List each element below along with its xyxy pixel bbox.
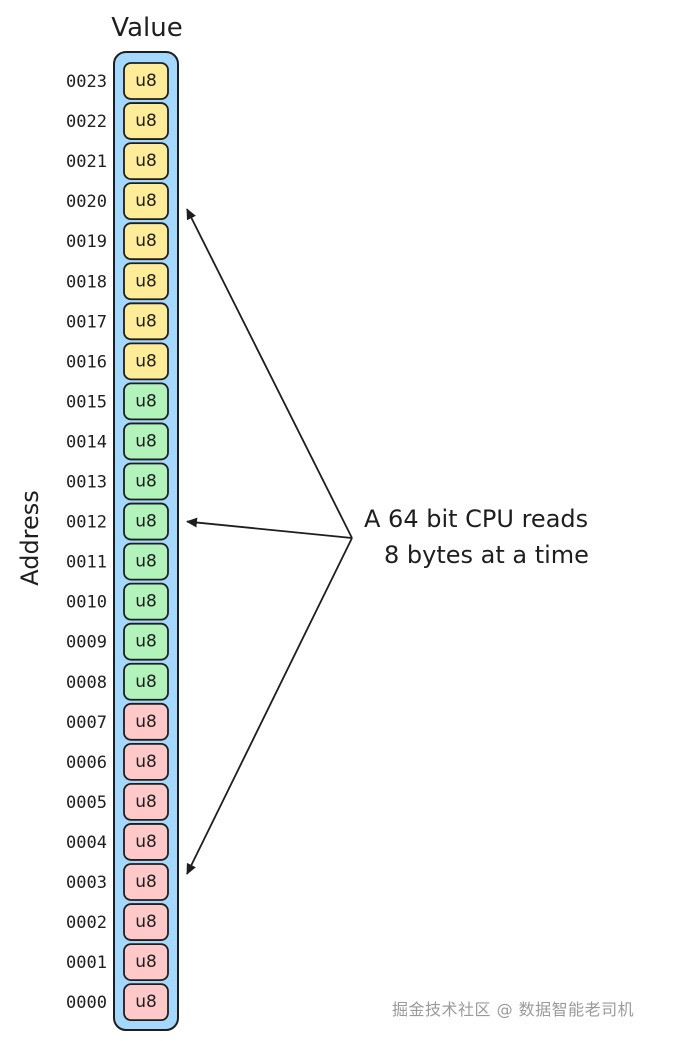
cell-type-label: u8	[135, 311, 157, 331]
cell-type-label: u8	[135, 752, 157, 772]
cell-type-label: u8	[135, 712, 157, 732]
address-0012: 0012	[66, 513, 107, 533]
cell-type-label: u8	[135, 992, 157, 1012]
cell-type-label: u8	[135, 231, 157, 251]
address-0022: 0022	[66, 112, 107, 132]
cell-type-label: u8	[135, 191, 157, 211]
memory-cell-0009	[123, 622, 169, 661]
address-0010: 0010	[66, 593, 107, 613]
watermark: 掘金技术社区 @ 数据智能老司机	[392, 1000, 635, 1019]
cell-type-label: u8	[135, 431, 157, 451]
cell-type-label: u8	[135, 472, 157, 492]
address-0021: 0021	[66, 152, 107, 172]
address-0007: 0007	[66, 713, 107, 733]
value-label: Value	[111, 13, 182, 43]
memory-cell-0006	[123, 742, 169, 781]
arrow-to-0020	[186, 208, 353, 539]
memory-cell-0013	[123, 462, 169, 501]
address-0002: 0002	[66, 913, 107, 933]
memory-cell-0017	[123, 302, 169, 341]
address-0016: 0016	[66, 352, 107, 372]
memory-cell-0000	[123, 983, 169, 1022]
address-0001: 0001	[66, 953, 107, 973]
memory-cell-0019	[123, 222, 169, 261]
memory-cell-0020	[123, 182, 169, 221]
address-label: Address	[16, 490, 44, 586]
memory-cell-0005	[123, 783, 169, 821]
cell-type-label: u8	[135, 872, 157, 892]
cell-type-label: u8	[135, 111, 157, 131]
memory-cell-0023	[123, 62, 169, 100]
cell-type-label: u8	[135, 632, 157, 652]
cell-type-label: u8	[135, 151, 157, 171]
memory-cell-0011	[123, 542, 169, 581]
address-0015: 0015	[66, 392, 107, 412]
cell-type-label: u8	[135, 912, 157, 932]
memory-cell-0016	[123, 342, 169, 381]
memory-cell-0002	[123, 903, 169, 941]
cell-type-label: u8	[135, 832, 157, 852]
address-0004: 0004	[66, 833, 107, 853]
cell-type-label: u8	[135, 592, 157, 612]
memory-cell-0012	[123, 502, 169, 541]
address-0018: 0018	[66, 272, 107, 292]
address-0008: 0008	[66, 673, 107, 693]
memory-cell-0007	[123, 702, 169, 741]
cell-type-label: u8	[135, 271, 157, 291]
cell-type-label: u8	[135, 552, 157, 572]
cell-type-label: u8	[135, 71, 157, 91]
arrow-to-0012	[186, 517, 353, 539]
address-0019: 0019	[66, 232, 107, 252]
address-0000: 0000	[66, 993, 107, 1013]
memory-cell-0015	[123, 382, 169, 421]
memory-cell-0014	[123, 422, 169, 461]
address-0006: 0006	[66, 753, 107, 773]
memory-cell-0008	[123, 662, 169, 701]
address-0003: 0003	[66, 873, 107, 893]
arrow-to-0003	[186, 537, 353, 875]
cell-type-label: u8	[135, 952, 157, 972]
address-0017: 0017	[66, 312, 107, 332]
memory-cell-0003	[123, 863, 169, 901]
cell-type-label: u8	[135, 351, 157, 371]
memory-cell-0004	[123, 823, 169, 861]
address-0011: 0011	[66, 553, 107, 573]
memory-cell-0010	[123, 582, 169, 621]
cell-type-label: u8	[135, 792, 157, 812]
address-0009: 0009	[66, 633, 107, 653]
cell-type-label: u8	[135, 512, 157, 532]
memory-cell-0001	[123, 943, 169, 981]
address-0013: 0013	[66, 473, 107, 493]
annotation-line-1: A 64 bit CPU reads	[364, 505, 588, 533]
cell-type-label: u8	[135, 391, 157, 411]
memory-cell-0021	[123, 142, 169, 181]
address-0020: 0020	[66, 192, 107, 212]
address-0023: 0023	[66, 72, 107, 92]
address-0005: 0005	[66, 793, 107, 813]
annotation-line-2: 8 bytes at a time	[384, 541, 589, 569]
address-0014: 0014	[66, 432, 107, 452]
memory-cell-0018	[123, 262, 169, 301]
cell-type-label: u8	[135, 672, 157, 692]
memory-cell-0022	[123, 102, 169, 140]
